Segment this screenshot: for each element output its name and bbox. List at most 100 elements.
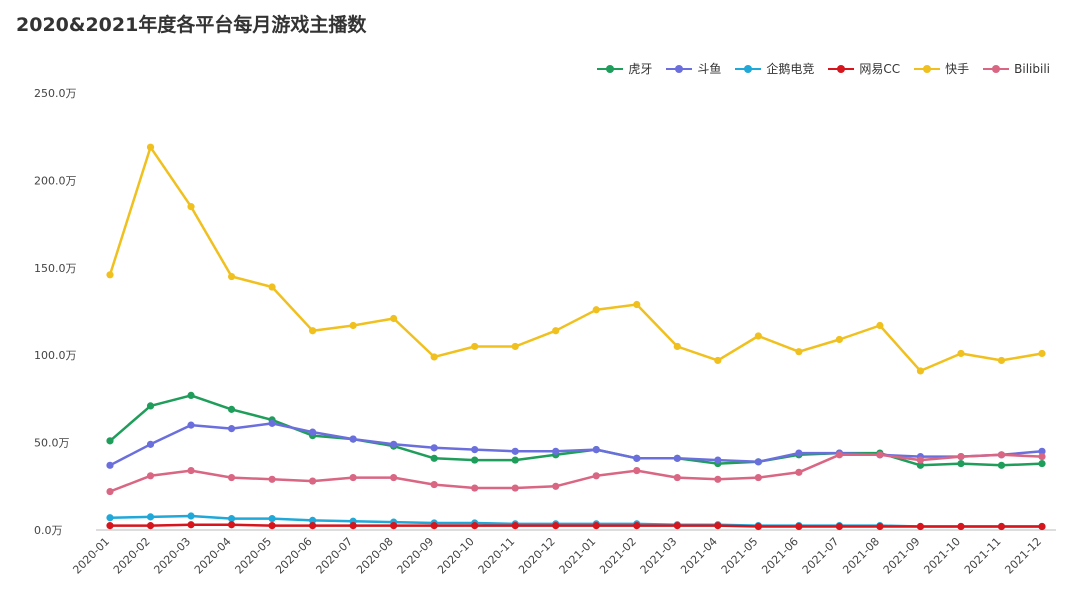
data-point-0-21 (957, 459, 965, 468)
x-tick-label: 2020-07 (314, 535, 356, 577)
legend-item-egame[interactable]: 企鹅电竞 (735, 60, 814, 77)
data-point-1-17 (795, 449, 803, 457)
data-point-4-10 (511, 342, 519, 351)
data-point-5-16 (754, 473, 762, 482)
data-point-5-1 (146, 472, 155, 480)
data-point-4-7 (390, 314, 398, 323)
data-point-4-23 (1038, 349, 1046, 358)
data-point-3-13 (633, 522, 641, 530)
data-point-4-15 (714, 356, 722, 365)
x-tick-label: 2020-08 (354, 535, 396, 577)
data-point-5-13 (633, 466, 641, 475)
data-point-3-20 (916, 522, 925, 531)
legend-label: Bilibili (1014, 61, 1050, 76)
legend-item-kuaishou[interactable]: 快手 (914, 60, 969, 77)
legend-item-netease-cc[interactable]: 网易CC (828, 60, 900, 77)
data-point-3-14 (673, 522, 681, 530)
data-point-5-4 (268, 475, 276, 483)
data-point-3-5 (309, 522, 317, 530)
x-tick-label: 2020-03 (151, 535, 193, 577)
legend-item-huya[interactable]: 虎牙 (597, 60, 652, 77)
data-point-5-20 (916, 456, 925, 464)
data-point-1-3 (227, 425, 236, 433)
x-tick-label: 2020-12 (516, 535, 558, 577)
data-point-5-10 (511, 484, 519, 492)
data-point-3-15 (714, 522, 722, 530)
legend-marker-icon (666, 64, 693, 74)
data-point-2-5 (309, 516, 317, 524)
data-point-0-9 (471, 456, 479, 464)
data-point-5-0 (106, 487, 114, 496)
data-point-4-20 (916, 367, 925, 375)
y-tick-label: 150.0万 (34, 262, 77, 275)
legend-item-douyu[interactable]: 斗鱼 (666, 60, 721, 77)
data-point-5-21 (957, 452, 965, 461)
data-point-5-7 (390, 473, 398, 482)
data-point-3-9 (471, 522, 479, 530)
data-point-4-0 (106, 271, 114, 279)
data-point-4-21 (957, 349, 965, 358)
x-tick-label: 2020-02 (111, 535, 153, 577)
data-point-5-8 (430, 480, 438, 489)
data-point-1-6 (349, 435, 357, 443)
data-point-3-16 (754, 522, 762, 531)
x-tick-label: 2020-10 (435, 535, 477, 577)
data-point-3-11 (552, 522, 560, 530)
data-point-5-23 (1038, 452, 1046, 461)
x-tick-label: 2021-10 (921, 535, 963, 577)
x-tick-label: 2021-07 (800, 535, 842, 577)
data-point-3-3 (227, 521, 236, 529)
series-line-4 (108, 145, 1043, 373)
data-point-0-8 (430, 454, 438, 462)
data-point-5-14 (673, 473, 681, 482)
data-point-0-2 (187, 391, 195, 400)
data-point-1-2 (187, 421, 195, 429)
data-point-1-15 (714, 456, 722, 464)
series-line-5 (109, 453, 1043, 493)
data-point-5-3 (227, 473, 236, 482)
legend-marker-icon (597, 64, 624, 74)
data-point-3-12 (592, 522, 600, 530)
legend-marker-icon (983, 64, 1010, 74)
x-tick-label: 2020-11 (476, 535, 518, 577)
data-point-4-19 (876, 321, 884, 330)
data-point-3-10 (511, 522, 519, 530)
data-point-4-16 (754, 332, 762, 340)
legend-label: 斗鱼 (697, 62, 722, 76)
data-point-2-4 (268, 515, 276, 523)
data-point-3-2 (187, 521, 195, 529)
legend-item-bilibili[interactable]: Bilibili (983, 60, 1050, 77)
series-line-3 (110, 523, 1042, 528)
data-point-3-7 (390, 522, 398, 530)
legend-label: 虎牙 (628, 62, 653, 76)
data-point-3-21 (957, 522, 965, 531)
data-point-5-18 (835, 451, 843, 459)
data-point-2-2 (187, 512, 195, 520)
data-point-5-19 (876, 451, 884, 459)
chart-legend: 虎牙 斗鱼 企鹅电竞 网易CC 快手 Bilibili (597, 60, 1050, 77)
data-point-4-11 (552, 327, 560, 335)
x-tick-label: 2021-11 (962, 535, 1004, 577)
x-tick-label: 2020-01 (70, 535, 112, 577)
y-tick-label: 0.0万 (34, 524, 63, 537)
data-point-4-3 (227, 272, 236, 281)
data-point-1-12 (592, 445, 600, 454)
chart-title: 2020&2021年度各平台每月游戏主播数 (16, 14, 367, 36)
data-point-4-6 (349, 321, 357, 330)
data-point-5-17 (795, 468, 803, 476)
data-point-1-5 (309, 428, 317, 436)
data-point-5-11 (552, 482, 560, 490)
data-point-1-16 (754, 458, 762, 466)
x-tick-label: 2020-05 (233, 535, 275, 577)
legend-marker-icon (828, 64, 855, 74)
data-point-4-4 (268, 283, 276, 291)
data-point-5-22 (997, 451, 1006, 459)
data-point-4-8 (430, 353, 438, 361)
legend-label: 企鹅电竞 (766, 62, 815, 76)
data-point-0-1 (146, 402, 155, 410)
data-point-0-22 (997, 461, 1006, 469)
data-point-1-10 (511, 447, 519, 455)
data-point-3-0 (106, 522, 114, 530)
data-point-4-9 (471, 342, 479, 351)
x-tick-label: 2021-01 (557, 535, 599, 577)
